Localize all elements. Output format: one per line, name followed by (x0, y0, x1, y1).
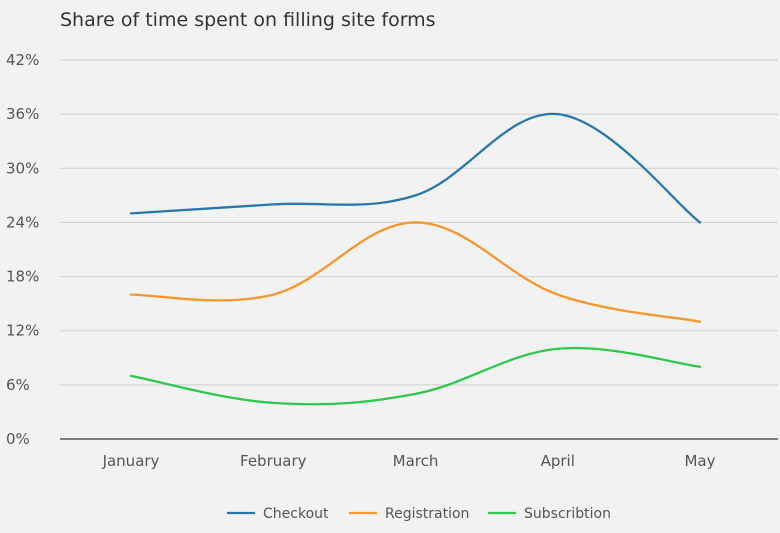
y-tick-label: 36% (6, 105, 39, 123)
legend-item-checkout[interactable]: Checkout (227, 506, 329, 522)
y-tick-label: 24% (6, 213, 39, 231)
legend-item-subscribtion[interactable]: Subscribtion (488, 506, 611, 522)
y-tick-label: 0% (6, 430, 30, 448)
legend-item-registration[interactable]: Registration (349, 506, 469, 522)
series-line-checkout (129, 112, 702, 224)
legend-label: Registration (385, 506, 469, 522)
x-tick-label: March (393, 452, 439, 470)
y-tick-label: 6% (6, 376, 30, 394)
legend-label: Checkout (263, 506, 329, 522)
y-tick-label: 18% (6, 268, 39, 286)
legend-label: Subscribtion (524, 506, 611, 522)
series-line-registration (129, 221, 702, 323)
x-tick-label: May (684, 452, 715, 470)
chart-title: Share of time spent on filling site form… (60, 9, 436, 31)
y-tick-label: 42% (6, 51, 39, 69)
x-tick-label: April (541, 452, 575, 470)
x-tick-label: February (240, 452, 307, 470)
y-tick-label: 12% (6, 322, 39, 340)
series-line-subscribtion (129, 346, 702, 406)
x-tick-label: January (102, 452, 160, 470)
y-tick-label: 30% (6, 159, 39, 177)
